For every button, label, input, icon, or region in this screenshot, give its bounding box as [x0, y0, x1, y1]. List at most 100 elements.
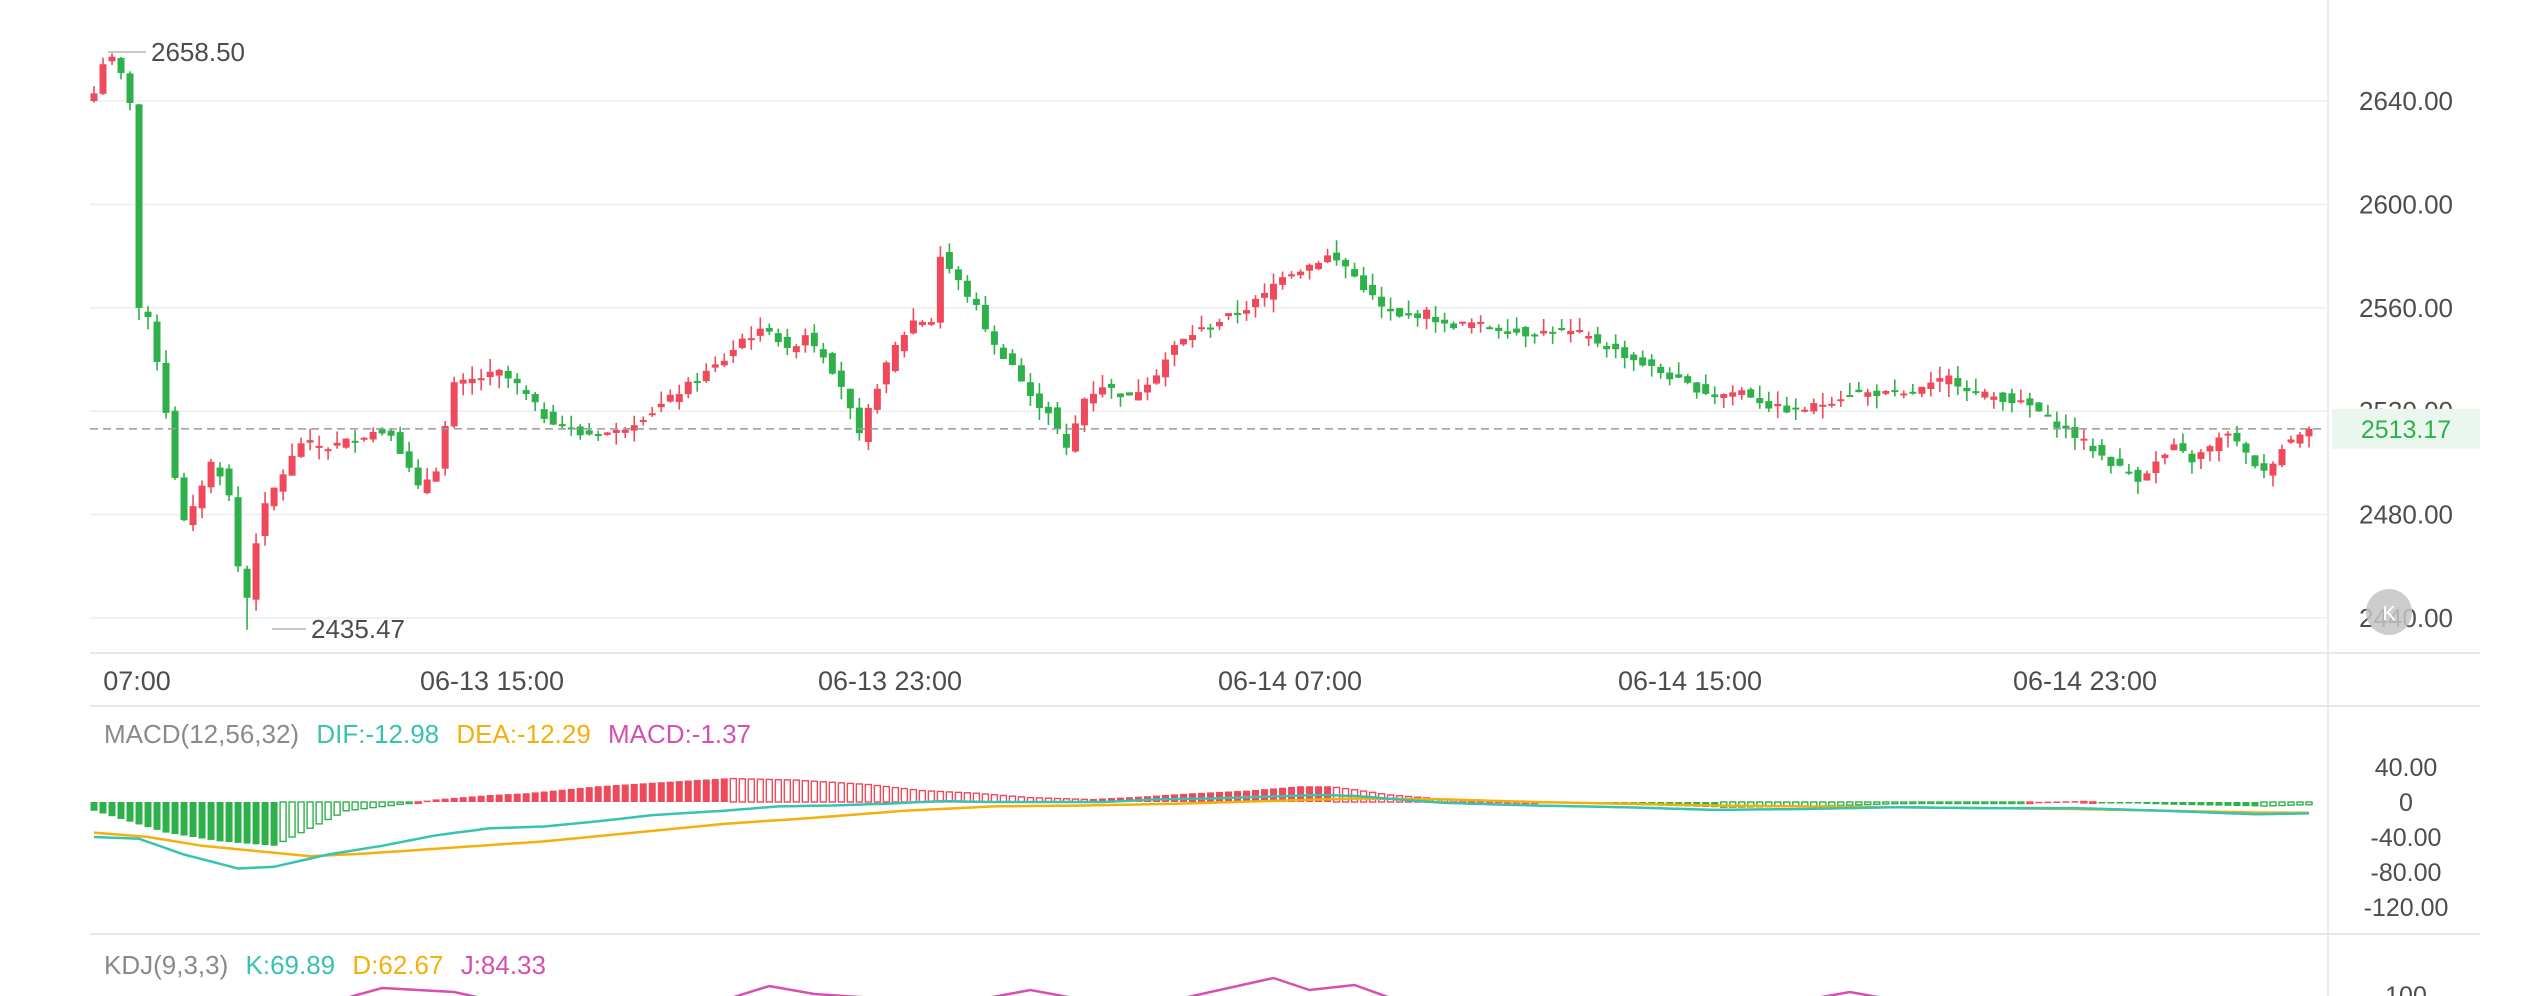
candle-body [1161, 359, 1169, 378]
candle-body [180, 477, 188, 521]
candle-body [1243, 310, 1251, 314]
candle-body [1116, 393, 1124, 398]
candle-body [216, 467, 224, 477]
macd-bar [261, 802, 269, 846]
macd-title: MACD(12,56,32) [104, 719, 299, 749]
candle-body [1134, 392, 1142, 401]
candle-body [1125, 392, 1133, 396]
candle-body [972, 298, 980, 305]
macd-bar [1089, 798, 1097, 802]
candle-body [1513, 328, 1521, 333]
macd-bar [567, 788, 575, 802]
candle-body [360, 437, 368, 440]
macd-bar [198, 802, 206, 839]
price-tick-label: 2600.00 [2359, 189, 2453, 219]
candle-body [774, 333, 782, 343]
candle-body [2035, 402, 2043, 412]
macd-legend: MACD(12,56,32) DIF:-12.98 DEA:-12.29 MAC… [104, 719, 751, 749]
candle-body [1648, 359, 1656, 366]
candle-body [1639, 357, 1647, 366]
time-tick-label: 06-14 07:00 [1218, 666, 1362, 696]
macd-bar [2233, 802, 2241, 807]
macd-bar [2017, 801, 2025, 805]
candle-body [2278, 449, 2286, 466]
macd-bar [2071, 801, 2079, 803]
candle-body [1531, 334, 1539, 337]
candle-body [126, 73, 134, 104]
macd-bar [846, 782, 855, 803]
macd-bar [2188, 802, 2196, 806]
candle-body [1819, 404, 1827, 407]
candle-body [2170, 444, 2178, 451]
candle-body [900, 335, 908, 352]
candle-body [1495, 327, 1503, 331]
toggle-icon: K [2382, 603, 2396, 625]
chart-toggle-button[interactable] [2366, 589, 2412, 635]
macd-bar [1207, 792, 1215, 802]
macd-histogram [90, 777, 2313, 846]
candle-body [2107, 456, 2115, 467]
candle-body [1324, 255, 1332, 263]
candle-body [171, 410, 179, 478]
candle-body [279, 474, 287, 492]
candle-body [2134, 469, 2142, 482]
macd-bar [468, 796, 476, 802]
macd-bar [351, 801, 359, 811]
macd-bar [108, 802, 116, 817]
candle-body [945, 252, 953, 269]
macd-bar [513, 793, 521, 802]
candle-body [1981, 391, 1989, 398]
candle-body [882, 362, 890, 385]
candle-body [666, 394, 674, 402]
macd-bar [2278, 801, 2286, 807]
candle-body [1765, 401, 1773, 409]
candle-body [1630, 354, 1638, 361]
macd-bar [252, 802, 260, 845]
candle-body [1666, 372, 1674, 380]
candle-body [963, 280, 971, 297]
candle-body [1927, 382, 1935, 390]
candle-body [1621, 347, 1629, 359]
candle-body [1053, 407, 1061, 430]
candle-body [594, 433, 602, 436]
candle-body [1405, 313, 1413, 316]
candle-body [783, 336, 791, 349]
candle-body [729, 350, 737, 357]
macd-bar [225, 802, 233, 843]
candle-body [1891, 390, 1899, 393]
candle-body [1252, 298, 1260, 308]
macd-bar [540, 791, 548, 802]
candle-body [927, 322, 935, 325]
macd-bar [891, 786, 900, 803]
macd-bar [135, 802, 143, 825]
candle-body [1486, 327, 1494, 330]
candle-body [918, 321, 926, 326]
candle-body [2305, 428, 2313, 437]
candle-body [1864, 392, 1872, 397]
macd-bar [594, 786, 602, 802]
macd-bar [1909, 801, 1917, 805]
kdj-k-value: K:69.89 [246, 950, 336, 980]
macd-bar [2224, 802, 2232, 806]
macd-bar [747, 778, 755, 803]
macd-bar [1297, 786, 1305, 802]
candle-body [396, 432, 404, 454]
candle-body [369, 431, 377, 440]
macd-bar [1963, 801, 1971, 805]
candle-body [1720, 394, 1728, 398]
macd-bar [1927, 801, 1935, 805]
candle-body [2188, 453, 2196, 463]
candle-body [1396, 308, 1404, 317]
macd-bar [1279, 787, 1287, 802]
candle-body [549, 411, 557, 425]
macd-dea-value: DEA:-12.29 [456, 719, 590, 749]
candle-body [1558, 328, 1566, 331]
macd-bar [792, 779, 801, 803]
candle-body [981, 304, 989, 330]
candle-body [873, 388, 881, 410]
candle-body [423, 479, 431, 494]
candle-body [1801, 409, 1809, 412]
macd-bar [1945, 801, 1953, 805]
candle-body [1089, 393, 1097, 404]
